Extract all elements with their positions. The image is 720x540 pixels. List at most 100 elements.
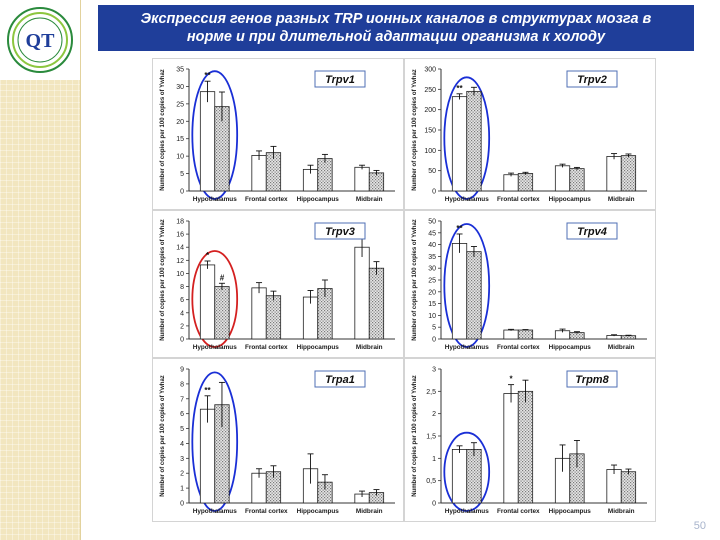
x-category-label: Hypothalamus: [193, 344, 237, 351]
bar-control: [606, 156, 622, 192]
y-tick-label: 9: [180, 367, 184, 374]
trpm8-bar-chart: Number of copies per 100 copies of Ywhaz…: [412, 367, 647, 515]
bar-control: [606, 469, 622, 504]
bar-control: [503, 329, 519, 340]
chart-panel-trpm8: Number of copies per 100 copies of Ywhaz…: [404, 358, 656, 522]
chart-title: Trpa1: [325, 374, 355, 386]
bar-control: [554, 165, 571, 192]
chart-title-box: [566, 370, 618, 388]
x-category-label: Frontal cortex: [497, 508, 540, 515]
x-category-label: Hypothalamus: [445, 508, 489, 515]
y-axis-label: Number of copies per 100 copies of Ywhaz: [160, 69, 166, 191]
y-tick-label: 0: [180, 501, 184, 508]
chart-title-box: [566, 222, 618, 240]
y-tick-label: 15: [176, 136, 184, 143]
x-category-label: Hypothalamus: [445, 196, 489, 203]
y-tick-label: 50: [428, 219, 436, 226]
y-tick-label: 300: [424, 67, 436, 74]
trpa1-bar-chart: Number of copies per 100 copies of Ywhaz…: [160, 367, 395, 515]
bar-cold-adapted: [517, 329, 534, 340]
bar-control: [354, 166, 370, 192]
y-tick-label: 30: [176, 84, 184, 91]
bar-control: [199, 264, 216, 340]
y-tick-label: 8: [180, 381, 184, 388]
x-category-label: Frontal cortex: [245, 196, 288, 203]
y-tick-label: 10: [176, 271, 184, 278]
y-tick-label: 5: [432, 325, 436, 332]
y-tick-label: 2: [180, 323, 184, 330]
bar-cold-adapted: [620, 335, 637, 340]
highlight-ellipse: [191, 250, 239, 348]
y-tick-label: 2: [180, 471, 184, 478]
bar-cold-adapted: [620, 155, 637, 192]
y-tick-label: 2,5: [426, 389, 436, 396]
x-category-label: Hippocampus: [297, 344, 340, 351]
significance-marker: **: [456, 84, 463, 93]
chart-panel-trpa1: Number of copies per 100 copies of Ywhaz…: [152, 358, 404, 522]
slide-title: Экспрессия генов разных TRP ионных канал…: [98, 5, 694, 51]
y-tick-label: 7: [180, 396, 184, 403]
bar-cold-adapted: [569, 168, 585, 192]
y-tick-label: 14: [176, 245, 184, 252]
y-tick-label: 6: [180, 411, 184, 418]
significance-marker: **: [204, 71, 211, 80]
bar-cold-adapted: [265, 295, 282, 340]
slide-title-line-1: Экспрессия генов разных TRP ионных канал…: [140, 11, 652, 27]
y-tick-label: 18: [176, 219, 184, 226]
bar-control: [251, 287, 267, 340]
y-axis-label: Number of copies per 100 copies of Ywhaz: [412, 375, 418, 497]
bar-cold-adapted: [466, 251, 482, 340]
chart-title-box: [314, 370, 366, 388]
bar-cold-adapted: [517, 173, 534, 192]
x-category-label: Midbrain: [608, 344, 635, 351]
x-category-label: Hypothalamus: [193, 508, 237, 515]
y-tick-label: 0: [180, 189, 184, 196]
bar-cold-adapted: [368, 172, 385, 192]
y-tick-label: 0: [432, 337, 436, 344]
bar-control: [503, 174, 519, 192]
y-axis-label: Number of copies per 100 copies of Ywhaz: [160, 375, 166, 497]
chart-title: Trpv3: [325, 226, 355, 238]
page-number: 50: [693, 520, 706, 532]
highlight-ellipse: [443, 223, 491, 348]
bar-cold-adapted: [466, 449, 482, 504]
chart-title-box: [314, 70, 366, 88]
bar-control: [503, 393, 519, 504]
y-tick-label: 45: [428, 230, 436, 237]
chart-panel-trpv3: Number of copies per 100 copies of Ywhaz…: [152, 210, 404, 358]
significance-marker: **: [204, 386, 211, 395]
y-axis-label: Number of copies per 100 copies of Ywhaz: [412, 69, 418, 191]
chart-title-box: [566, 70, 618, 88]
y-tick-label: 12: [176, 258, 184, 265]
chart-title: Trpv2: [577, 74, 607, 86]
x-category-label: Hippocampus: [549, 196, 592, 203]
bar-control: [451, 243, 468, 340]
bar-cold-adapted: [569, 332, 585, 340]
decorative-sidebar: [0, 0, 81, 540]
x-category-label: Midbrain: [356, 508, 383, 515]
chart-panel-trpv1: Number of copies per 100 copies of Ywhaz…: [152, 58, 404, 210]
slide-title-line-2: норме и при длительной адаптации организ…: [186, 29, 606, 45]
x-category-label: Frontal cortex: [245, 508, 288, 515]
y-tick-label: 15: [428, 301, 436, 308]
x-category-label: Hippocampus: [549, 344, 592, 351]
bar-control: [251, 472, 267, 504]
y-tick-label: 0: [432, 189, 436, 196]
x-category-label: Hippocampus: [297, 508, 340, 515]
x-category-label: Midbrain: [356, 344, 383, 351]
trpv1-bar-chart: Number of copies per 100 copies of Ywhaz…: [160, 67, 395, 203]
highlight-ellipse: [443, 76, 491, 200]
y-tick-label: 0: [432, 501, 436, 508]
x-category-label: Midbrain: [356, 196, 383, 203]
x-category-label: Midbrain: [608, 196, 635, 203]
chart-panel-trpv2: Number of copies per 100 copies of Ywhaz…: [404, 58, 656, 210]
y-tick-label: 1: [180, 486, 184, 493]
y-tick-label: 250: [424, 87, 436, 94]
x-category-label: Hippocampus: [297, 196, 340, 203]
highlight-ellipse: [191, 371, 239, 512]
bar-cold-adapted: [368, 267, 385, 340]
y-tick-label: 10: [428, 313, 436, 320]
bar-control: [451, 96, 468, 192]
logo-emblem-icon: QT: [7, 7, 73, 73]
y-tick-label: 40: [428, 242, 436, 249]
